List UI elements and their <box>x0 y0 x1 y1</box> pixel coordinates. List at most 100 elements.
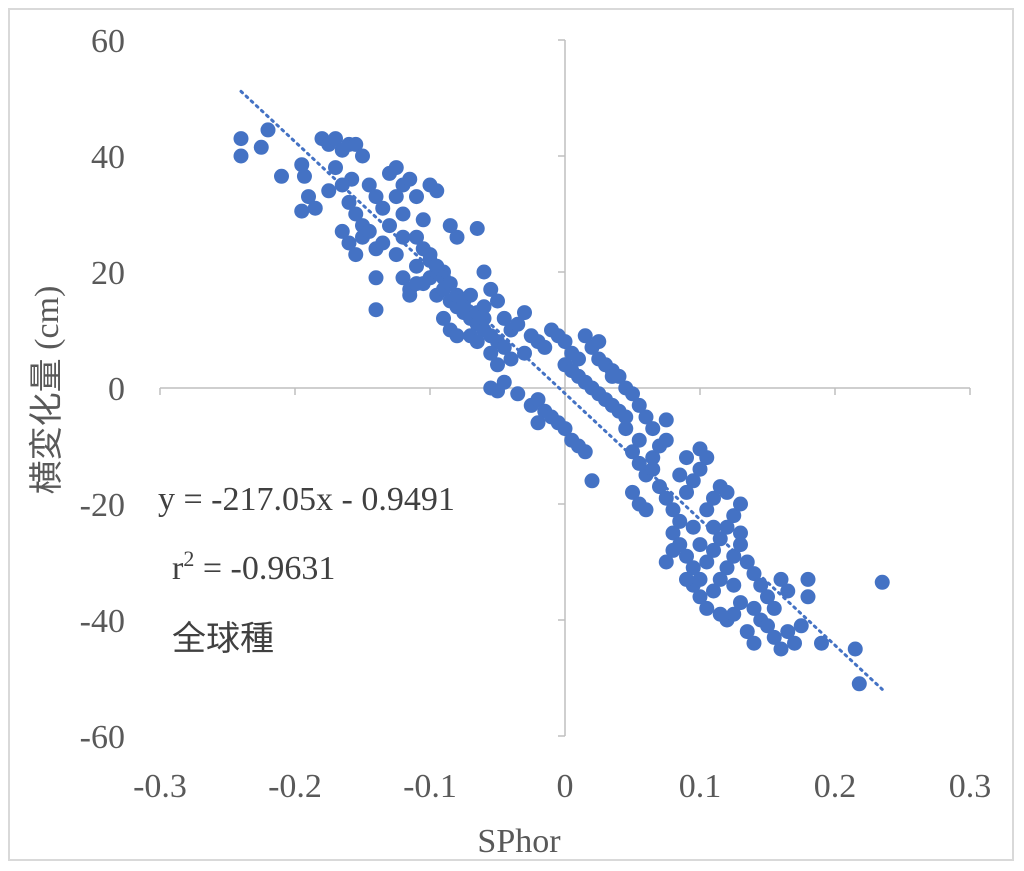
data-point <box>537 339 553 355</box>
data-point <box>557 421 573 437</box>
data-point <box>699 600 715 616</box>
data-point <box>294 157 310 173</box>
data-point <box>442 276 458 292</box>
data-point <box>476 299 492 315</box>
data-point <box>699 554 715 570</box>
data-point <box>503 351 519 367</box>
data-point <box>726 606 742 622</box>
data-point <box>847 641 863 657</box>
y-tick-label: 0 <box>108 371 125 408</box>
x-tick-label: 0 <box>557 768 574 805</box>
data-point <box>733 496 748 512</box>
data-point <box>395 270 411 286</box>
data-point <box>760 589 775 605</box>
data-point <box>490 357 505 373</box>
data-point <box>328 160 343 176</box>
data-point <box>699 502 715 518</box>
data-point <box>665 542 681 558</box>
data-point <box>726 508 742 524</box>
trendline <box>239 89 884 691</box>
data-point <box>382 218 397 234</box>
data-point <box>638 409 654 425</box>
pitch-group-label: 全球種 <box>172 620 274 658</box>
data-point <box>334 223 350 239</box>
data-point <box>665 525 681 541</box>
data-point <box>719 560 735 576</box>
data-point <box>625 386 640 402</box>
data-point <box>496 310 512 326</box>
data-point <box>814 635 829 651</box>
x-tick-label: -0.2 <box>268 768 322 805</box>
data-point <box>631 397 647 413</box>
data-point <box>321 183 337 199</box>
data-point <box>253 139 269 155</box>
data-point <box>361 177 377 193</box>
data-point <box>409 276 424 292</box>
data-point <box>510 386 526 402</box>
y-tick-label: 20 <box>91 255 125 292</box>
data-point <box>388 189 404 205</box>
data-point <box>469 334 485 350</box>
x-tick-label: -0.1 <box>403 768 457 805</box>
data-point <box>368 270 384 286</box>
regression-equation: y = -217.05x - 0.9491 <box>158 481 455 518</box>
x-tick-labels: -0.3 -0.2 -0.1 0 0.1 0.2 0.3 <box>133 768 991 805</box>
y-tick-labels: 60 40 20 0 -20 -40 -60 <box>80 23 125 756</box>
data-point <box>375 200 391 216</box>
y-tick-label: 60 <box>91 23 125 60</box>
data-point <box>530 392 546 408</box>
data-point <box>402 171 418 187</box>
data-point <box>800 571 816 587</box>
data-point <box>780 583 796 599</box>
data-point <box>739 624 755 640</box>
data-point <box>618 409 634 425</box>
data-point <box>584 473 600 489</box>
data-point <box>469 221 485 236</box>
data-point <box>712 606 728 622</box>
data-point <box>658 554 674 570</box>
data-point <box>483 281 499 297</box>
data-point <box>746 566 762 582</box>
data-point <box>679 548 694 564</box>
data-point <box>296 168 312 184</box>
data-point <box>692 589 708 605</box>
data-point <box>517 345 532 361</box>
data-point <box>436 310 451 326</box>
data-point <box>415 212 431 228</box>
data-point <box>368 302 384 318</box>
data-point <box>294 203 310 219</box>
data-point <box>429 183 445 199</box>
axes <box>159 39 971 737</box>
data-point <box>706 542 721 558</box>
data-point <box>557 334 573 350</box>
y-tick-label: -20 <box>80 487 125 524</box>
data-point <box>692 441 708 457</box>
data-point <box>341 235 357 251</box>
data-point <box>301 189 316 205</box>
data-point <box>753 577 769 593</box>
data-point <box>800 589 816 605</box>
data-point <box>577 328 593 344</box>
data-point <box>409 258 424 274</box>
data-point <box>787 635 802 651</box>
data-point <box>233 131 249 147</box>
r-squared-label: r2 = -0.9631 <box>172 546 335 587</box>
r-squared-superscript: 2 <box>183 546 194 571</box>
x-tick-label: 0.1 <box>679 768 722 805</box>
data-point <box>368 189 384 205</box>
data-point <box>658 490 674 506</box>
data-point <box>733 537 748 553</box>
data-points <box>233 122 890 692</box>
data-point <box>274 168 289 184</box>
data-point <box>355 148 370 164</box>
data-point <box>851 676 867 692</box>
chart-frame <box>8 8 1014 861</box>
data-point <box>409 189 424 205</box>
data-point <box>422 247 438 263</box>
data-point <box>348 206 364 222</box>
data-point <box>706 490 721 506</box>
data-point <box>733 595 748 611</box>
data-point <box>375 235 391 251</box>
data-point <box>591 334 607 350</box>
